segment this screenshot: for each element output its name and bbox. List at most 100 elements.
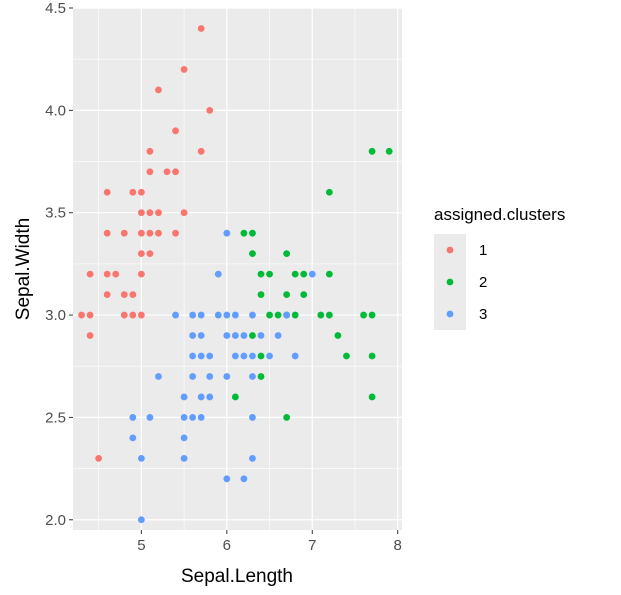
data-point-cluster-3 bbox=[137, 454, 145, 462]
x-tick-labels: 5 6 7 8 bbox=[137, 537, 402, 554]
data-point-cluster-3 bbox=[249, 454, 256, 462]
data-point-cluster-3 bbox=[249, 373, 256, 380]
data-point-cluster-1 bbox=[120, 229, 128, 237]
data-point-cluster-1 bbox=[112, 270, 120, 278]
data-point-cluster-2 bbox=[291, 311, 299, 319]
data-point-cluster-3 bbox=[240, 352, 248, 360]
y-tick-label: 4.5 bbox=[45, 0, 66, 17]
data-point-cluster-1 bbox=[103, 188, 111, 196]
data-point-cluster-3 bbox=[197, 352, 205, 360]
y-tick-label: 3.0 bbox=[45, 307, 66, 324]
data-point-cluster-2 bbox=[317, 311, 325, 319]
data-point-cluster-3 bbox=[249, 311, 256, 319]
data-point-cluster-3 bbox=[129, 414, 137, 421]
data-point-cluster-2 bbox=[257, 270, 265, 278]
data-point-cluster-3 bbox=[180, 434, 188, 442]
data-point-cluster-1 bbox=[103, 291, 111, 298]
data-point-cluster-1 bbox=[86, 270, 94, 278]
y-tick-label: 2.5 bbox=[45, 409, 66, 426]
data-point-cluster-1 bbox=[197, 25, 205, 32]
data-point-cluster-3 bbox=[223, 311, 231, 319]
y-tick-label: 4.0 bbox=[45, 102, 66, 119]
data-point-cluster-2 bbox=[266, 311, 273, 319]
data-point-cluster-2 bbox=[385, 147, 393, 155]
data-point-cluster-2 bbox=[300, 270, 308, 278]
data-point-cluster-3 bbox=[231, 311, 239, 319]
legend: assigned.clusters 1 2 3 bbox=[434, 205, 565, 330]
data-point-cluster-3 bbox=[155, 373, 162, 380]
plot-panel bbox=[73, 7, 402, 530]
data-point-cluster-1 bbox=[146, 209, 154, 217]
data-point-cluster-3 bbox=[197, 332, 205, 339]
data-point-cluster-1 bbox=[137, 311, 145, 319]
legend-items: 1 2 3 bbox=[434, 234, 487, 330]
data-point-cluster-3 bbox=[206, 352, 214, 360]
data-point-cluster-2 bbox=[300, 291, 308, 298]
data-point-cluster-3 bbox=[266, 352, 273, 360]
data-point-cluster-2 bbox=[257, 291, 265, 298]
x-tick-label: 7 bbox=[308, 537, 316, 554]
plot-background bbox=[73, 8, 402, 530]
data-point-cluster-2 bbox=[368, 147, 376, 155]
data-point-cluster-3 bbox=[240, 475, 248, 483]
data-point-cluster-2 bbox=[325, 270, 333, 278]
data-point-cluster-3 bbox=[180, 454, 188, 462]
data-point-cluster-1 bbox=[146, 229, 154, 237]
data-point-cluster-3 bbox=[231, 332, 239, 339]
legend-label-cluster-3: 3 bbox=[479, 306, 487, 323]
data-point-cluster-2 bbox=[257, 352, 265, 360]
data-point-cluster-1 bbox=[103, 229, 111, 237]
data-point-cluster-3 bbox=[206, 373, 214, 380]
data-point-cluster-1 bbox=[172, 229, 179, 237]
y-tick-labels: 2.0 2.5 3.0 3.5 4.0 4.5 bbox=[45, 0, 66, 529]
data-point-cluster-1 bbox=[137, 229, 145, 237]
data-point-cluster-3 bbox=[129, 434, 137, 442]
data-point-cluster-3 bbox=[172, 311, 179, 319]
data-point-cluster-1 bbox=[146, 147, 154, 155]
legend-title: assigned.clusters bbox=[434, 205, 565, 224]
data-point-cluster-3 bbox=[291, 352, 299, 360]
data-point-cluster-3 bbox=[223, 332, 231, 339]
data-point-cluster-2 bbox=[283, 250, 291, 258]
data-point-cluster-2 bbox=[240, 229, 248, 237]
data-point-cluster-1 bbox=[86, 332, 94, 339]
data-point-cluster-3 bbox=[223, 475, 231, 483]
data-point-cluster-2 bbox=[249, 229, 256, 237]
data-point-cluster-2 bbox=[274, 311, 282, 319]
data-point-cluster-2 bbox=[325, 188, 333, 196]
x-tick-label: 6 bbox=[223, 537, 231, 554]
legend-label-cluster-1: 1 bbox=[479, 242, 487, 259]
data-point-cluster-1 bbox=[172, 168, 179, 176]
data-point-cluster-3 bbox=[214, 311, 222, 319]
data-point-cluster-1 bbox=[206, 106, 214, 114]
data-point-cluster-2 bbox=[257, 373, 265, 380]
data-point-cluster-1 bbox=[95, 454, 103, 462]
data-point-cluster-3 bbox=[189, 414, 197, 421]
data-point-cluster-2 bbox=[343, 352, 350, 360]
data-point-cluster-2 bbox=[325, 311, 333, 319]
data-point-cluster-1 bbox=[78, 311, 85, 319]
minor-gridlines bbox=[73, 8, 402, 530]
x-tick-label: 8 bbox=[394, 537, 402, 554]
data-point-cluster-1 bbox=[120, 291, 128, 298]
data-point-cluster-2 bbox=[283, 291, 291, 298]
data-point-cluster-3 bbox=[308, 270, 316, 278]
data-point-cluster-2 bbox=[231, 393, 239, 401]
major-gridlines bbox=[73, 7, 402, 530]
data-point-cluster-1 bbox=[163, 168, 171, 176]
data-point-cluster-3 bbox=[197, 414, 205, 421]
x-tick-label: 5 bbox=[137, 537, 145, 554]
data-point-cluster-3 bbox=[137, 516, 145, 524]
data-point-cluster-3 bbox=[180, 393, 188, 401]
data-point-cluster-3 bbox=[223, 373, 231, 380]
data-point-cluster-1 bbox=[137, 188, 145, 196]
data-point-cluster-3 bbox=[189, 373, 197, 380]
data-point-cluster-3 bbox=[189, 311, 197, 319]
data-point-cluster-3 bbox=[249, 414, 256, 421]
y-tick-label: 2.0 bbox=[45, 512, 66, 529]
y-tick-label: 3.5 bbox=[45, 205, 66, 222]
data-point-cluster-3 bbox=[197, 311, 205, 319]
data-point-cluster-2 bbox=[368, 352, 376, 360]
data-point-cluster-3 bbox=[249, 352, 256, 360]
